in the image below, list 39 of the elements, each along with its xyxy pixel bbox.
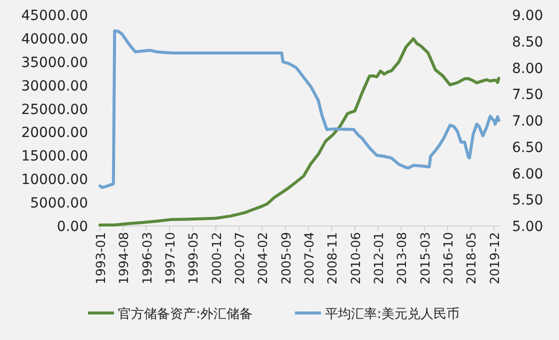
x-tick-label: 2013-08	[394, 232, 410, 284]
x-tick-label: 2015-03	[417, 232, 432, 284]
y-tick-label: 40000.00	[21, 31, 88, 48]
y2-tick-label: 8.50	[512, 34, 544, 50]
y-tick-label: 30000.00	[21, 78, 88, 94]
x-tick-label: 1999-05	[186, 232, 201, 284]
x-tick-label: 2010-06	[348, 232, 363, 284]
x-tick-label: 1994-08	[116, 232, 132, 284]
x-tick-label: 2005-09	[278, 232, 294, 284]
y-tick-label: 35000.00	[21, 54, 88, 71]
x-tick-label: 2007-04	[302, 232, 317, 284]
x-tick-label: 2016-10	[440, 232, 456, 284]
x-tick-label: 2004-02	[255, 232, 270, 284]
x-tick-label: 1993-01	[93, 232, 108, 284]
y2-tick-label: 5.50	[512, 192, 544, 209]
x-tick-label: 2012-01	[371, 232, 386, 284]
x-tick-label: 2008-11	[324, 232, 340, 284]
x-tick-label: 2018-05	[464, 232, 479, 284]
y2-tick-label: 8.00	[512, 60, 544, 77]
y-tick-label: 0.00	[56, 219, 88, 235]
y2-tick-label: 7.00	[512, 114, 544, 130]
y2-tick-label: 5.00	[512, 219, 544, 235]
x-tick-label: 2019-12	[486, 232, 502, 284]
x-tick-label: 1997-10	[162, 232, 178, 284]
y-tick-label: 20000.00	[21, 125, 88, 142]
x-tick-label: 2000-12	[208, 232, 224, 284]
y-tick-label: 25000.00	[21, 102, 88, 118]
y-tick-label: 5000.00	[30, 196, 88, 212]
x-tick-label: 1996-03	[139, 232, 154, 284]
y2-tick-label: 6.50	[512, 140, 544, 156]
y2-tick-label: 9.00	[512, 8, 544, 24]
y2-tick-label: 7.50	[512, 87, 544, 104]
legend-label: 官方储备资产:外汇储备	[118, 306, 252, 322]
y2-tick-label: 6.00	[512, 166, 544, 182]
x-tick-label: 2002-07	[232, 232, 248, 284]
legend-label: 平均汇率:美元兑人民币	[325, 306, 460, 322]
y-tick-label: 45000.00	[21, 8, 88, 24]
y-tick-label: 10000.00	[21, 172, 88, 188]
y-tick-label: 15000.00	[21, 148, 88, 165]
